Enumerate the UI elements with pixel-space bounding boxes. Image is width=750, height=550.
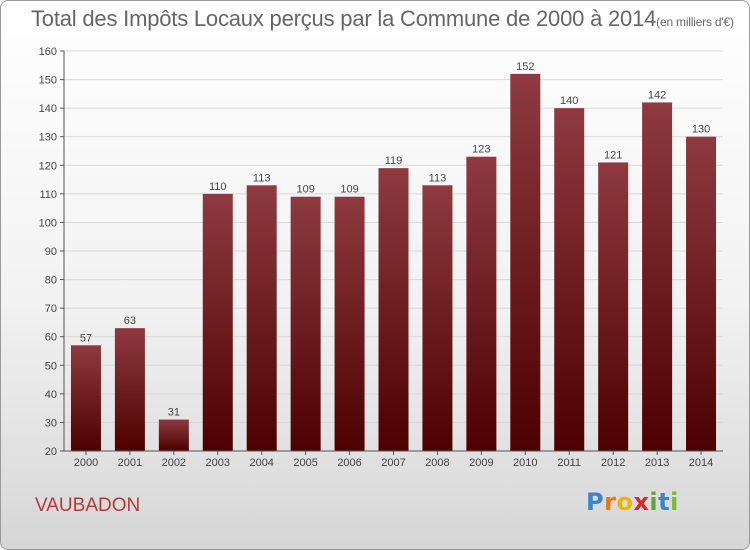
bar-2000 xyxy=(70,345,101,451)
y-tick-label: 100 xyxy=(39,217,57,229)
bar-2008 xyxy=(422,185,453,452)
bar-value-label: 152 xyxy=(516,61,534,73)
logo-letter: t xyxy=(658,488,671,516)
x-tick-label: 2006 xyxy=(337,457,361,469)
y-tick-label: 70 xyxy=(45,303,57,315)
x-tick-label: 2011 xyxy=(557,457,581,469)
x-tick-label: 2004 xyxy=(249,457,273,469)
x-tick-label: 2008 xyxy=(425,457,449,469)
bar-2001 xyxy=(114,328,145,451)
bar-2002 xyxy=(158,419,189,451)
y-tick-label: 110 xyxy=(39,189,57,201)
chart-subtitle: (en milliers d'€) xyxy=(656,15,734,29)
bar-value-label: 130 xyxy=(692,124,710,136)
bar-value-label: 142 xyxy=(648,89,666,101)
y-tick-label: 40 xyxy=(45,389,57,401)
y-tick-label: 50 xyxy=(45,360,57,372)
x-tick-label: 2013 xyxy=(645,457,669,469)
logo-letter: i xyxy=(649,488,659,516)
y-tick-label: 140 xyxy=(39,103,57,115)
y-tick-label: 90 xyxy=(45,246,57,258)
labels: 57 2000 63 2001 31 2002 110 2003 113 2004 109 2005 1… xyxy=(74,61,714,469)
x-tick-label: 2014 xyxy=(689,457,713,469)
bar-2013 xyxy=(642,102,673,451)
y-tick-label: 120 xyxy=(39,160,57,172)
x-tick-label: 2010 xyxy=(513,457,537,469)
y-tick-label: 160 xyxy=(39,46,57,58)
y-tick-label: 80 xyxy=(45,275,57,287)
bar-value-label: 57 xyxy=(80,332,92,344)
x-tick-label: 2007 xyxy=(381,457,405,469)
commune-name: VAUBADON xyxy=(35,495,141,516)
chart-title-text: Total des Impôts Locaux perçus par la Co… xyxy=(31,6,657,31)
x-tick-label: 2000 xyxy=(74,457,98,469)
bar-value-label: 31 xyxy=(168,407,180,419)
bars xyxy=(70,73,717,452)
bar-value-label: 121 xyxy=(604,149,622,161)
logo-letter: o xyxy=(616,488,634,516)
y-tick-label: 130 xyxy=(39,132,57,144)
y-tick-label: 150 xyxy=(39,75,57,87)
bar-value-label: 110 xyxy=(209,181,227,193)
logo-letter: i xyxy=(670,488,679,516)
bar-2010 xyxy=(510,73,541,451)
bar-value-label: 109 xyxy=(340,184,358,196)
logo-letter: P xyxy=(586,488,605,516)
proxiti-logo: Proxiti xyxy=(586,488,679,516)
bar-2007 xyxy=(378,168,409,451)
x-tick-label: 2012 xyxy=(601,457,625,469)
logo-letter: x xyxy=(633,488,650,516)
bar-value-label: 119 xyxy=(385,155,403,167)
y-tick-label: 20 xyxy=(45,446,57,458)
chart-title: Total des Impôts Locaux perçus par la Co… xyxy=(31,6,734,32)
bar-2014 xyxy=(686,136,717,451)
x-tick-label: 2003 xyxy=(206,457,230,469)
x-tick-label: 2002 xyxy=(162,457,186,469)
bar-2003 xyxy=(202,193,233,451)
axes: 20 30 40 50 60 70 80 90 100 110 120 130 140 150 160 xyxy=(39,46,723,458)
bar-value-label: 123 xyxy=(472,144,490,156)
x-tick-label: 2005 xyxy=(293,457,317,469)
bar-2005 xyxy=(290,196,321,451)
y-tick-label: 30 xyxy=(45,417,57,429)
bar-value-label: 63 xyxy=(124,315,136,327)
bar-2011 xyxy=(554,108,585,452)
bar-value-label: 113 xyxy=(429,172,447,184)
x-tick-label: 2001 xyxy=(118,457,142,469)
bar-2004 xyxy=(246,185,277,452)
bar-2012 xyxy=(598,162,629,451)
y-tick-label: 60 xyxy=(45,332,57,344)
bar-2006 xyxy=(334,196,365,451)
logo-letter: r xyxy=(604,488,617,516)
bar-2009 xyxy=(466,156,497,451)
bar-value-label: 109 xyxy=(296,184,314,196)
bar-value-label: 113 xyxy=(253,172,271,184)
bar-value-label: 140 xyxy=(560,95,578,107)
x-tick-label: 2009 xyxy=(469,457,493,469)
